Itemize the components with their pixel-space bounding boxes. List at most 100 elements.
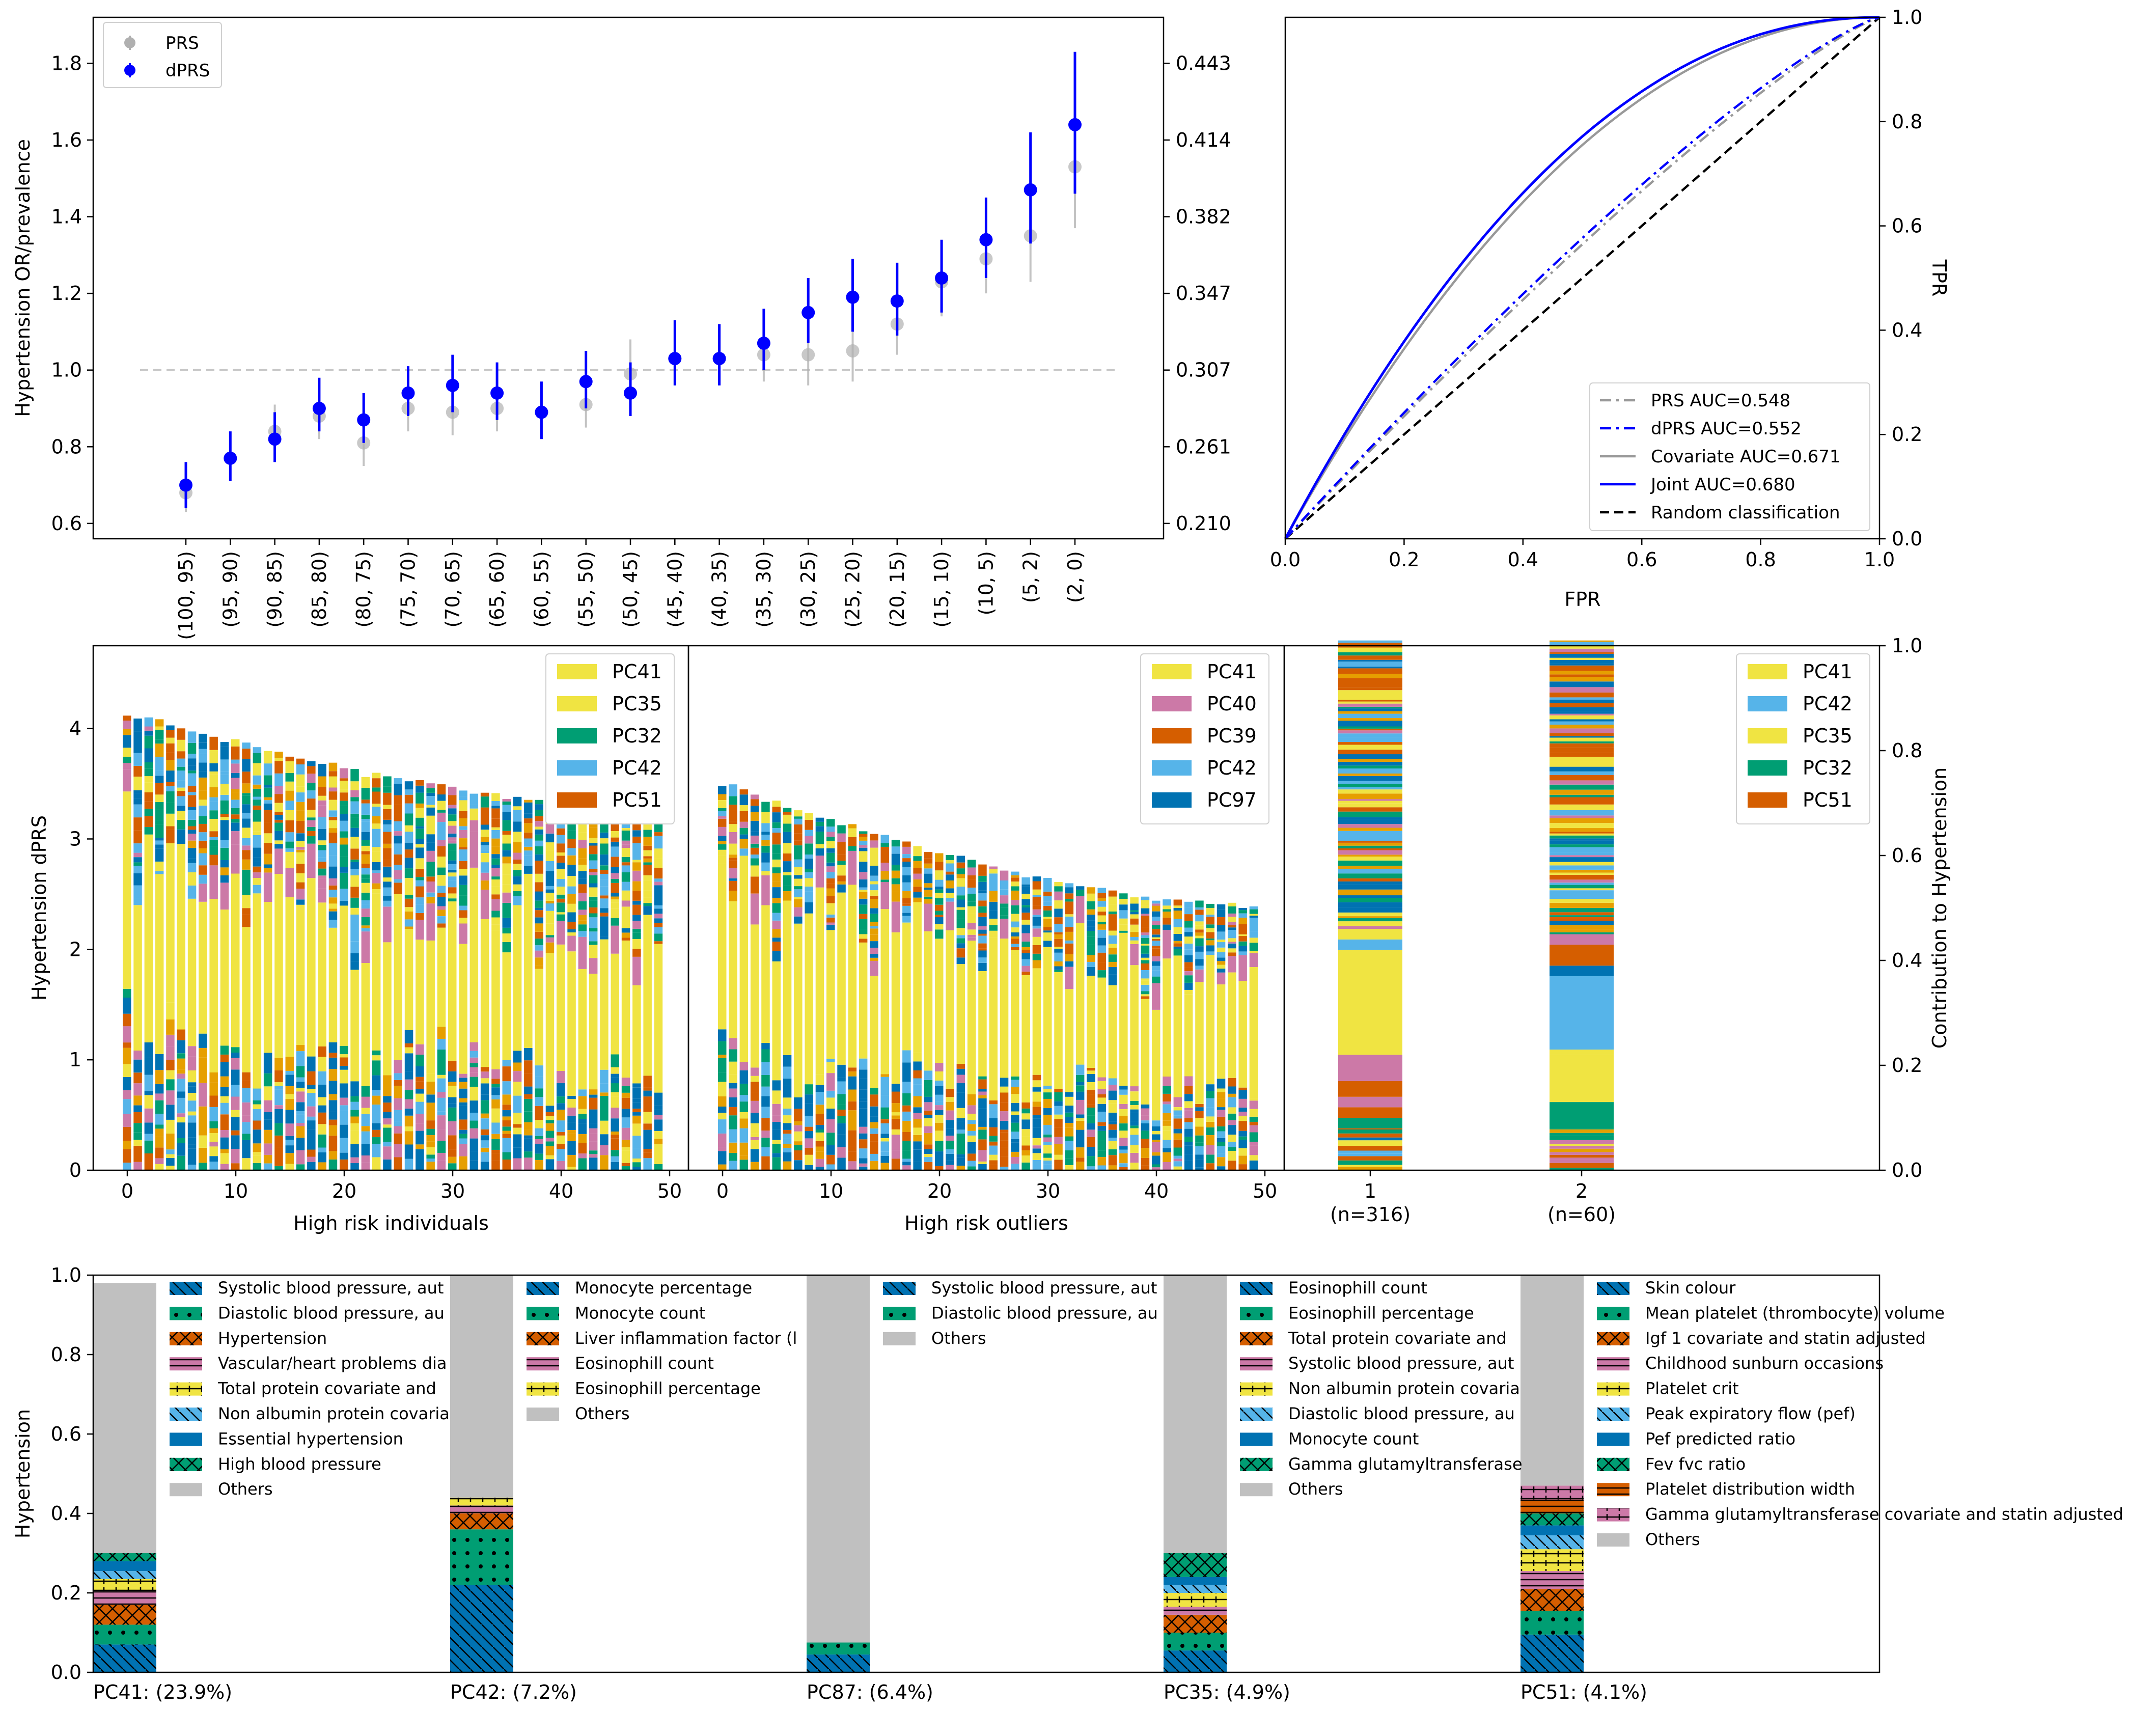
dprs-bar-segment [372, 1055, 381, 1061]
dprs-bar-segment [318, 902, 326, 1046]
roc-curve-4 [1284, 16, 1881, 540]
legend-label: PC42 [612, 757, 662, 779]
dprs-bar-segment [1097, 1094, 1106, 1098]
dprs-bar-segment [437, 1129, 446, 1141]
dprs-bar-segment [1141, 978, 1150, 981]
dprs-bar-segment [242, 1150, 251, 1155]
cluster-bar-segment [1550, 832, 1614, 834]
dprs-bar-segment [870, 922, 878, 926]
dprs-bar-segment [177, 1113, 185, 1117]
cluster-bar-segment [1550, 966, 1614, 976]
dprs-bar-segment [1228, 1078, 1236, 1087]
dprs-bar-segment [328, 810, 338, 817]
dprs-bar-segment [611, 1162, 619, 1170]
dprs-bar-segment [848, 1071, 857, 1077]
roc-legend-label: Covariate AUC=0.671 [1651, 447, 1841, 467]
dprs-bar-segment [1065, 1106, 1074, 1113]
dprs-bar-segment [296, 774, 305, 787]
dprs-bar-segment [632, 915, 641, 921]
dprs-bar-segment [600, 895, 609, 899]
dprs-bar-segment [859, 831, 868, 834]
dprs-bar-segment [231, 1058, 240, 1070]
dprs-bar-segment [491, 911, 500, 918]
or-x-tick-label: (65, 60) [486, 551, 508, 628]
dprs-bar-segment [285, 868, 294, 897]
dprs-bar-segment [524, 1122, 533, 1130]
dprs-bar-segment [815, 1085, 824, 1092]
dprs-bar-segment [513, 832, 522, 842]
dprs-bar-segment [155, 776, 164, 783]
dprs-bar-segment [535, 950, 543, 958]
dprs-bar-segment [1043, 1092, 1052, 1099]
dprs-bar-segment [1173, 949, 1182, 956]
dprs-bar-segment [480, 850, 489, 853]
dprs-bar-segment [535, 1139, 543, 1144]
dprs-bar-segment [1141, 1104, 1150, 1109]
dprs-bar-segment [1130, 1109, 1139, 1113]
pc-legend-label: Diastolic blood pressure, au [931, 1303, 1158, 1322]
dprs-bar-segment [750, 847, 759, 855]
dprs-x-tick-label: 20 [332, 1180, 356, 1202]
dprs-bar-segment [274, 840, 283, 844]
dprs-bar-segment [144, 768, 153, 777]
dprs-bar-segment [535, 1088, 543, 1097]
dprs-bar-segment [437, 833, 446, 836]
dprs-bar-segment [1032, 1080, 1041, 1088]
cluster-bar-segment [1338, 926, 1402, 929]
legend-label: PC42 [1207, 757, 1257, 779]
dprs-bar-segment [1206, 1163, 1214, 1170]
dprs-bar-segment [404, 868, 413, 878]
dprs-bar-segment [263, 853, 272, 865]
dprs-bar-segment [502, 1160, 511, 1170]
dprs-bar-segment [513, 860, 522, 864]
dprs-bar-segment [815, 848, 824, 856]
dprs-bar-segment [739, 834, 749, 839]
dprs-bar-segment [826, 1065, 835, 1073]
dprs-bar-segment [1173, 1110, 1182, 1116]
cluster-bar-segment [1550, 899, 1614, 903]
dprs-bar-segment [611, 1118, 619, 1132]
dprs-bar-segment [956, 1118, 965, 1121]
dprs-bar-segment [361, 787, 370, 800]
cluster-bar-segment [1550, 1133, 1614, 1136]
dprs-bar-segment [340, 1069, 348, 1084]
pc-y-tick-label: 0.6 [51, 1423, 81, 1445]
dprs-bar-segment [1228, 922, 1236, 925]
dprs-bar-segment [557, 898, 565, 903]
dprs-bar-segment [502, 835, 511, 844]
dprs-bar-segment [772, 839, 781, 845]
cluster-bar-segment [1550, 737, 1614, 741]
dprs-bar-segment [491, 1139, 500, 1150]
dprs-bar-segment [187, 1148, 197, 1165]
cluster-x-sublabel: (n=60) [1547, 1203, 1616, 1226]
dprs-bar-segment [1130, 1163, 1139, 1170]
dprs-bar-segment [729, 821, 737, 824]
dprs-bar-segment [513, 1051, 522, 1063]
dprs-bar-segment [437, 822, 446, 833]
dprs-bar-segment [880, 1141, 889, 1152]
dprs-bar-segment [815, 817, 824, 822]
dprs-bar-segment [361, 917, 370, 926]
dprs-bar-segment [1195, 966, 1204, 970]
dprs-bar-segment [1130, 1100, 1139, 1105]
dprs-bar-segment [448, 869, 457, 873]
dprs-bar-segment [545, 935, 555, 938]
dprs-bar-segment [611, 918, 619, 926]
cluster-bar-segment [1550, 835, 1614, 839]
dprs-bar-segment [1206, 1127, 1214, 1135]
dprs-bar-segment [935, 904, 944, 911]
dprs-bar-segment [989, 873, 998, 882]
dprs-bar-segment [913, 1053, 922, 1062]
cluster-bar-segment [1550, 828, 1614, 832]
dprs-bar-segment [296, 1126, 305, 1138]
dprs-bar-segment [880, 1123, 889, 1134]
dprs-bar-segment [177, 739, 185, 752]
dprs-bar-segment [621, 1150, 630, 1163]
dprs-bar-segment [956, 1099, 965, 1108]
dprs-bar-segment [318, 1057, 326, 1071]
dprs-bar-segment [502, 1081, 511, 1095]
dprs-bar-segment [967, 1120, 976, 1124]
dprs-bar-segment [350, 869, 359, 875]
dprs-bar-segment [1163, 909, 1171, 912]
dprs-bar-segment [502, 874, 511, 885]
